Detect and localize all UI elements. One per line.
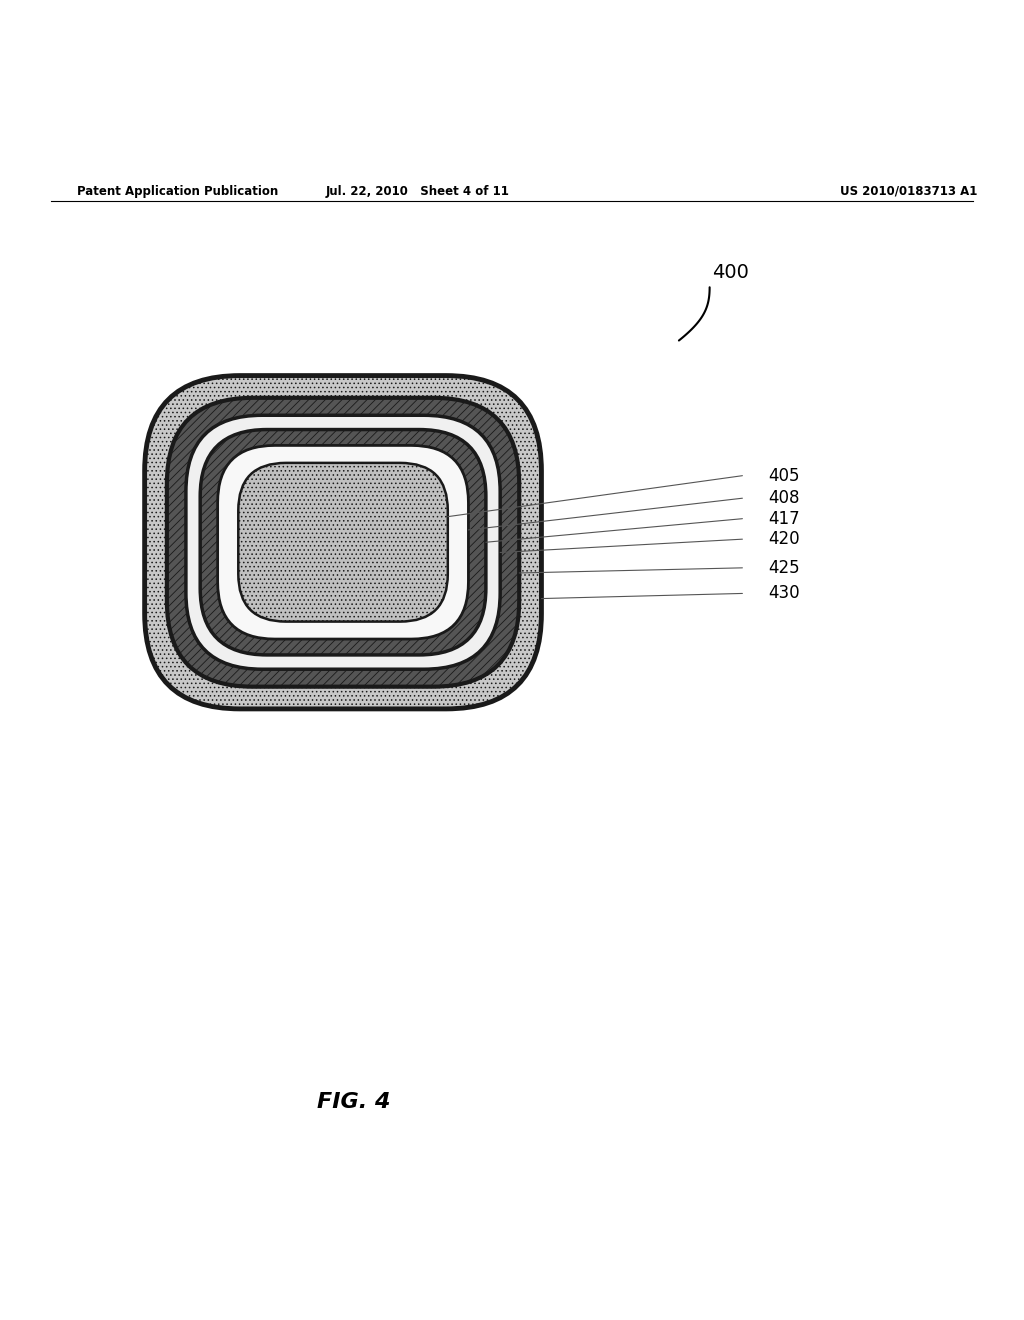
Text: Jul. 22, 2010   Sheet 4 of 11: Jul. 22, 2010 Sheet 4 of 11 (326, 185, 510, 198)
FancyBboxPatch shape (239, 463, 447, 622)
Text: 425: 425 (768, 558, 800, 577)
FancyBboxPatch shape (167, 397, 519, 686)
Text: 405: 405 (768, 467, 800, 484)
Text: 408: 408 (768, 490, 800, 507)
Text: 400: 400 (712, 264, 749, 282)
Text: 420: 420 (768, 531, 800, 548)
FancyBboxPatch shape (218, 445, 468, 639)
Text: 430: 430 (768, 585, 800, 602)
FancyBboxPatch shape (186, 416, 500, 669)
Text: US 2010/0183713 A1: US 2010/0183713 A1 (840, 185, 977, 198)
Text: 417: 417 (768, 510, 800, 528)
Text: FIG. 4: FIG. 4 (316, 1093, 390, 1113)
FancyBboxPatch shape (144, 376, 542, 709)
FancyBboxPatch shape (201, 429, 486, 655)
Text: Patent Application Publication: Patent Application Publication (77, 185, 279, 198)
